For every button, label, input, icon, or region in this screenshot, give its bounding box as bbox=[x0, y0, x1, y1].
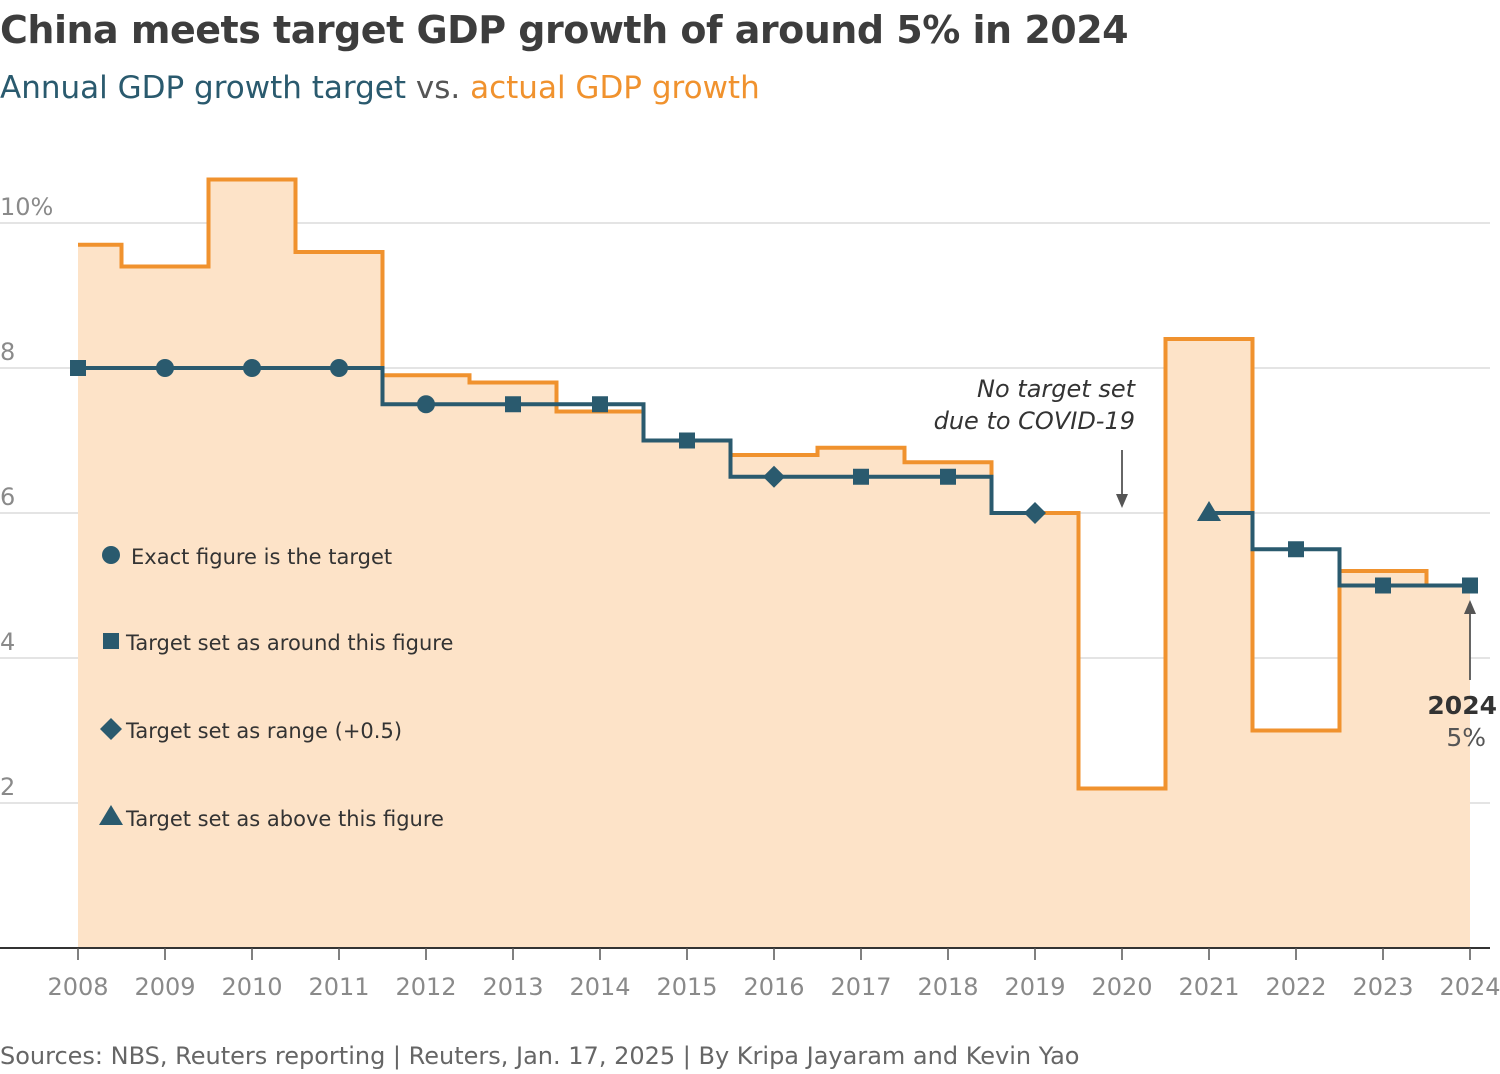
target-marker-2011 bbox=[330, 359, 348, 377]
target-marker-2024 bbox=[1462, 577, 1478, 594]
x-tick-label: 2020 bbox=[1091, 973, 1152, 1001]
x-tick-label: 2018 bbox=[917, 973, 978, 1001]
legend-label: Target set as above this figure bbox=[125, 807, 444, 831]
x-tick-label: 2013 bbox=[482, 973, 543, 1001]
legend: Exact figure is the target Target set as … bbox=[99, 545, 453, 831]
end-arrow-head bbox=[1464, 600, 1476, 614]
legend-square-icon bbox=[103, 633, 119, 649]
target-marker-2016 bbox=[763, 465, 785, 488]
x-tick-label: 2010 bbox=[221, 973, 282, 1001]
end-value-label: 5% bbox=[1446, 723, 1486, 752]
actual-growth-area bbox=[78, 179, 1470, 948]
x-tick-label: 2015 bbox=[656, 973, 717, 1001]
x-tick-label: 2016 bbox=[743, 973, 804, 1001]
covid-note-line2: due to COVID-19 bbox=[934, 407, 1135, 435]
subtitle-target-label: Annual GDP growth target bbox=[0, 70, 407, 106]
covid-arrow-head bbox=[1116, 494, 1128, 508]
gdp-chart: 2 4 6 8 10% 2008 2009 2010 2011 2012 2013 2014 2015… bbox=[0, 177, 1500, 1001]
chart-title: China meets target GDP growth of around … bbox=[0, 8, 1129, 52]
x-tick-label: 2009 bbox=[134, 973, 195, 1001]
x-tick-label: 2012 bbox=[395, 973, 456, 1001]
x-tick-label: 2017 bbox=[830, 973, 891, 1001]
x-tick-label: 2023 bbox=[1352, 973, 1413, 1001]
subtitle-vs: vs. bbox=[415, 70, 461, 106]
target-marker-2021 bbox=[1197, 501, 1221, 521]
y-tick-label: 6 bbox=[0, 483, 15, 511]
legend-label: Exact figure is the target bbox=[131, 545, 392, 569]
x-tick-label: 2011 bbox=[308, 973, 369, 1001]
target-markers bbox=[70, 359, 1478, 594]
legend-label: Target set as around this figure bbox=[125, 631, 453, 655]
axis-ticks: 2008 2009 2010 2011 2012 2013 2014 2015 2016 2017… bbox=[47, 948, 1500, 1001]
target-marker-2010 bbox=[243, 359, 261, 377]
x-tick-label: 2021 bbox=[1178, 973, 1239, 1001]
x-tick-label: 2022 bbox=[1265, 973, 1326, 1001]
x-tick-label: 2008 bbox=[47, 973, 108, 1001]
target-marker-2018 bbox=[940, 468, 956, 485]
legend-circle-icon bbox=[102, 546, 120, 564]
target-marker-2019 bbox=[1024, 502, 1046, 524]
y-tick-label: 4 bbox=[0, 628, 15, 656]
legend-diamond-icon bbox=[100, 718, 122, 740]
covid-note-line1: No target set bbox=[977, 375, 1137, 403]
x-tick-label: 2024 bbox=[1439, 973, 1500, 1001]
x-tick-label: 2019 bbox=[1004, 973, 1065, 1001]
target-marker-2012 bbox=[417, 395, 435, 414]
target-marker-2009 bbox=[156, 359, 174, 377]
target-marker-2013 bbox=[505, 396, 521, 413]
chart-subtitle: Annual GDP growth target vs. actual GDP … bbox=[0, 70, 760, 106]
x-tick-label: 2014 bbox=[569, 973, 630, 1001]
target-marker-2015 bbox=[679, 432, 695, 449]
y-tick-label: 8 bbox=[0, 338, 15, 366]
target-marker-2022 bbox=[1288, 541, 1304, 558]
legend-label: Target set as range (+0.5) bbox=[125, 719, 402, 743]
target-marker-2023 bbox=[1375, 577, 1391, 594]
target-marker-2017 bbox=[853, 468, 869, 485]
target-line-segment bbox=[1209, 511, 1470, 588]
annotations: No target set due to COVID-19 2024 5% bbox=[934, 375, 1497, 752]
legend-triangle-icon bbox=[99, 805, 123, 825]
subtitle-actual-label: actual GDP growth bbox=[470, 70, 760, 106]
y-tick-label: 10% bbox=[0, 193, 53, 221]
target-marker-2014 bbox=[592, 396, 608, 413]
source-note: Sources: NBS, Reuters reporting | Reuter… bbox=[0, 1042, 1080, 1070]
end-year-label: 2024 bbox=[1427, 691, 1497, 720]
target-marker-2008 bbox=[70, 360, 86, 376]
y-tick-label: 2 bbox=[0, 773, 15, 801]
